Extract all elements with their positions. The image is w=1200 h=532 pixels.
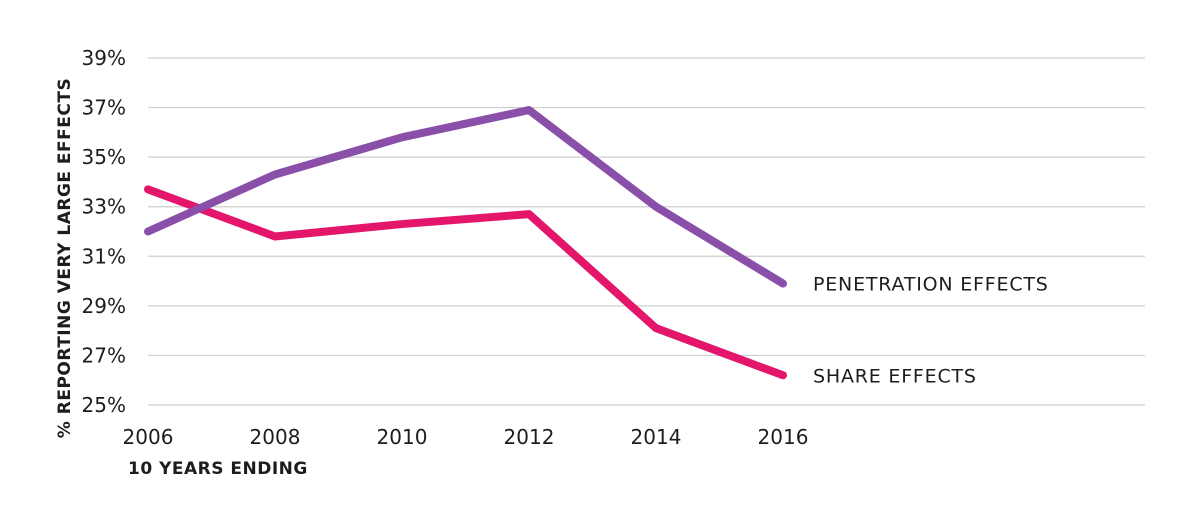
x-tick-label: 2006 [123,425,174,449]
series-lines [144,106,787,380]
x-tick-label: 2012 [504,425,555,449]
x-axis-title: 10 YEARS ENDING [128,459,308,479]
y-axis-title: % REPORTING VERY LARGE EFFECTS [55,78,75,438]
y-tick-label: 37% [82,96,126,120]
series-label-share-effects: SHARE EFFECTS [813,365,977,387]
x-tick-labels: 2006 2008 2010 2012 2014 2016 [123,425,809,449]
x-tick-label: 2008 [250,425,301,449]
series-line-share-effects [144,185,787,380]
series-labels: PENETRATION EFFECTS SHARE EFFECTS [813,274,1049,388]
y-tick-label: 33% [82,195,126,219]
x-tick-label: 2014 [631,425,682,449]
y-tick-label: 27% [82,343,126,367]
gridlines [148,57,1145,406]
series-label-penetration-effects: PENETRATION EFFECTS [813,274,1049,296]
y-tick-label: 25% [82,393,126,417]
y-tick-label: 31% [82,244,126,268]
y-tick-labels: 39% 37% 35% 33% 31% 29% 27% 25% [82,46,126,417]
x-tick-label: 2010 [377,425,428,449]
x-tick-label: 2016 [758,425,809,449]
y-tick-label: 39% [82,46,126,70]
y-tick-label: 35% [82,145,126,169]
y-tick-label: 29% [82,294,126,318]
series-line-penetration-effects [144,106,787,288]
